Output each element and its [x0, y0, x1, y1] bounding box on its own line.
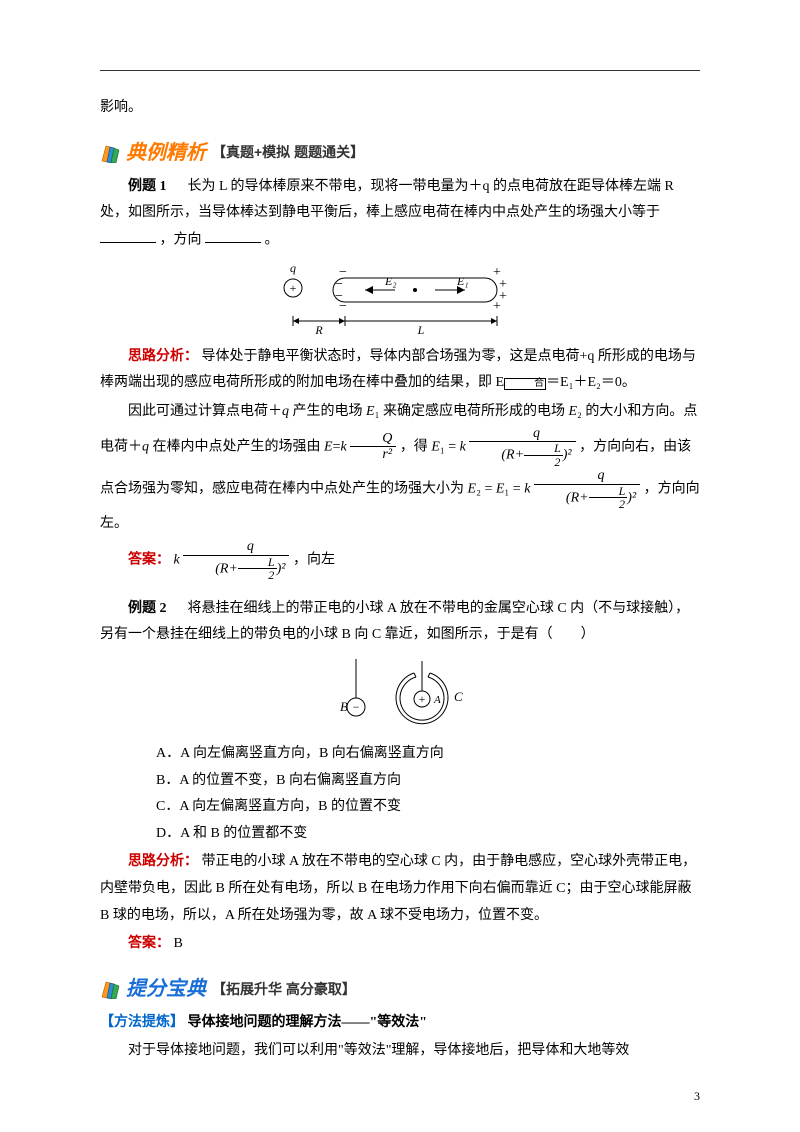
ana2e: 在棒内中点处产生的场强由 — [153, 439, 321, 454]
svg-text:−: − — [353, 700, 360, 714]
example-1-text2: ，方向 — [160, 232, 202, 247]
option-C: C．A 向左偏离竖直方向，B 的位置不变 — [156, 794, 700, 821]
example-1-label: 例题 1 — [128, 179, 167, 194]
header-rule — [100, 70, 700, 71]
example-2: 例题 2 将悬挂在细线上的带正电的小球 A 放在不带电的金属空心球 C 内（不与… — [100, 596, 700, 958]
diagram-R: R — [314, 323, 323, 337]
example-2-analysis: 思路分析： 带正电的小球 A 放在不带电的空心球 C 内，由于静电感应，空心球外… — [100, 849, 700, 929]
blank-2 — [205, 227, 261, 243]
example-1-question: 例题 1 长为 L 的导体棒原来不带电，现将一带电量为＋q 的点电荷放在距导体棒… — [100, 174, 700, 254]
label-B: B — [340, 699, 348, 714]
option-D: D．A 和 B 的位置都不变 — [156, 821, 700, 848]
books-icon-2 — [100, 979, 122, 999]
svg-text:+: + — [419, 692, 426, 706]
example-1: 例题 1 长为 L 的导体棒原来不带电，现将一带电量为＋q 的点电荷放在距导体棒… — [100, 174, 700, 582]
answer-2: B — [174, 936, 183, 951]
diagram-L: L — [417, 323, 425, 337]
analysis-label-1: 思路分析： — [128, 349, 198, 364]
ana2c: 来确定感应电荷所形成的电场 — [383, 404, 569, 419]
option-A: A．A 向左偏离竖直方向，B 向右偏离竖直方向 — [156, 741, 700, 768]
method-title: 导体接地问题的理解方法——"等效法" — [188, 1015, 428, 1030]
example-2-text: 将悬挂在细线上的带正电的小球 A 放在不带电的金属空心球 C 内（不与球接触），… — [100, 601, 689, 643]
ana2b: 产生的电场 — [293, 404, 367, 419]
books-icon — [100, 143, 122, 163]
ana2f: ，得 — [400, 439, 428, 454]
example-1-text3: 。 — [265, 232, 279, 247]
diagram-rod: + q − − − − + + + + E₂ — [100, 260, 700, 338]
svg-text:−: − — [339, 299, 347, 314]
example-2-label: 例题 2 — [128, 601, 167, 616]
sub-he: 合 — [504, 378, 546, 390]
diagram-spheres: − B + A C — [100, 655, 700, 735]
example-1-text1: 长为 L 的导体棒原来不带电，现将一带电量为＋q 的点电荷放在距导体棒左端 R … — [100, 179, 674, 221]
diagram-E1: E₁ — [456, 274, 469, 288]
example-1-analysis: 思路分析： 导体处于静电平衡状态时，导体内部合场强为零，这是点电荷+q 所形成的… — [100, 344, 700, 397]
method-label: 【方法提炼】 — [100, 1015, 184, 1030]
banner-examples: 典例精析 【真题+模拟 题题通关】 — [100, 140, 700, 166]
answer-label-2: 答案： — [128, 936, 170, 951]
banner-title-2: 提分宝典 — [126, 970, 206, 1008]
banner-tips: 提分宝典 【拓展升华 高分豪取】 — [100, 976, 700, 1002]
example-1-analysis-2: 因此可通过计算点电荷＋q 产生的电场 E₁ 来确定感应电荷所形成的电场 E₂ 的… — [100, 399, 700, 537]
page-number: 3 — [694, 1085, 700, 1108]
top-fragment: 影响。 — [100, 95, 700, 122]
banner-title-1: 典例精析 — [126, 134, 206, 172]
answer-label-1: 答案： — [128, 553, 170, 568]
blank-1 — [100, 227, 156, 243]
example-1-answer: 答案： k q(R+L2)² ，向左 — [100, 539, 700, 582]
svg-text:+: + — [290, 281, 297, 295]
label-A: A — [433, 694, 441, 706]
answer-1-tail: ，向左 — [293, 553, 335, 568]
option-B: B．A 的位置不变，B 向右偏离竖直方向 — [156, 768, 700, 795]
svg-text:+: + — [493, 299, 501, 314]
analysis-label-2: 思路分析： — [128, 854, 198, 869]
diagram-E2: E₂ — [384, 274, 397, 288]
banner-subtitle-2: 【拓展升华 高分豪取】 — [212, 976, 356, 1003]
banner-subtitle-1: 【真题+模拟 题题通关】 — [212, 139, 364, 166]
example-2-answer: 答案： B — [100, 931, 700, 958]
ana2a: 因此可通过计算点电荷＋ — [128, 404, 282, 419]
method-block: 【方法提炼】 导体接地问题的理解方法——"等效法" 对于导体接地问题，我们可以利… — [100, 1010, 700, 1065]
example-2-question: 例题 2 将悬挂在细线上的带正电的小球 A 放在不带电的金属空心球 C 内（不与… — [100, 596, 700, 649]
label-C: C — [454, 689, 463, 704]
diagram-q-label: q — [290, 261, 296, 275]
method-text: 对于导体接地问题，我们可以利用"等效法"理解，导体接地后，把导体和大地等效 — [100, 1038, 700, 1065]
ana1b: ＝E₁＋E₂＝0。 — [546, 375, 636, 390]
